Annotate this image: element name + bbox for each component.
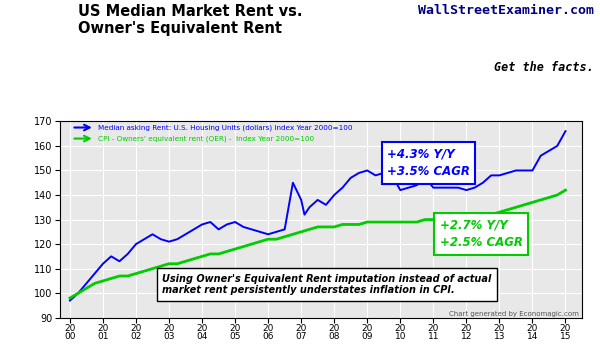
Text: WallStreetExaminer.com: WallStreetExaminer.com	[418, 4, 594, 16]
Text: Chart generated by Economagic.com: Chart generated by Economagic.com	[449, 311, 578, 317]
Text: Median asking Rent: U.S. Housing Units (dollars) Index Year 2000=100: Median asking Rent: U.S. Housing Units (…	[98, 124, 352, 131]
Text: +2.7% Y/Y
+2.5% CAGR: +2.7% Y/Y +2.5% CAGR	[440, 218, 523, 249]
Text: CPI - Owners' equivalent rent (OER) -  Index Year 2000=100: CPI - Owners' equivalent rent (OER) - In…	[98, 135, 314, 142]
Text: Using Owner's Equivalent Rent imputation instead of actual
market rent persisten: Using Owner's Equivalent Rent imputation…	[163, 273, 492, 295]
Text: +4.3% Y/Y
+3.5% CAGR: +4.3% Y/Y +3.5% CAGR	[387, 147, 470, 178]
Text: Get the facts.: Get the facts.	[494, 61, 594, 74]
Text: US Median Market Rent vs.
Owner's Equivalent Rent: US Median Market Rent vs. Owner's Equiva…	[78, 4, 302, 36]
